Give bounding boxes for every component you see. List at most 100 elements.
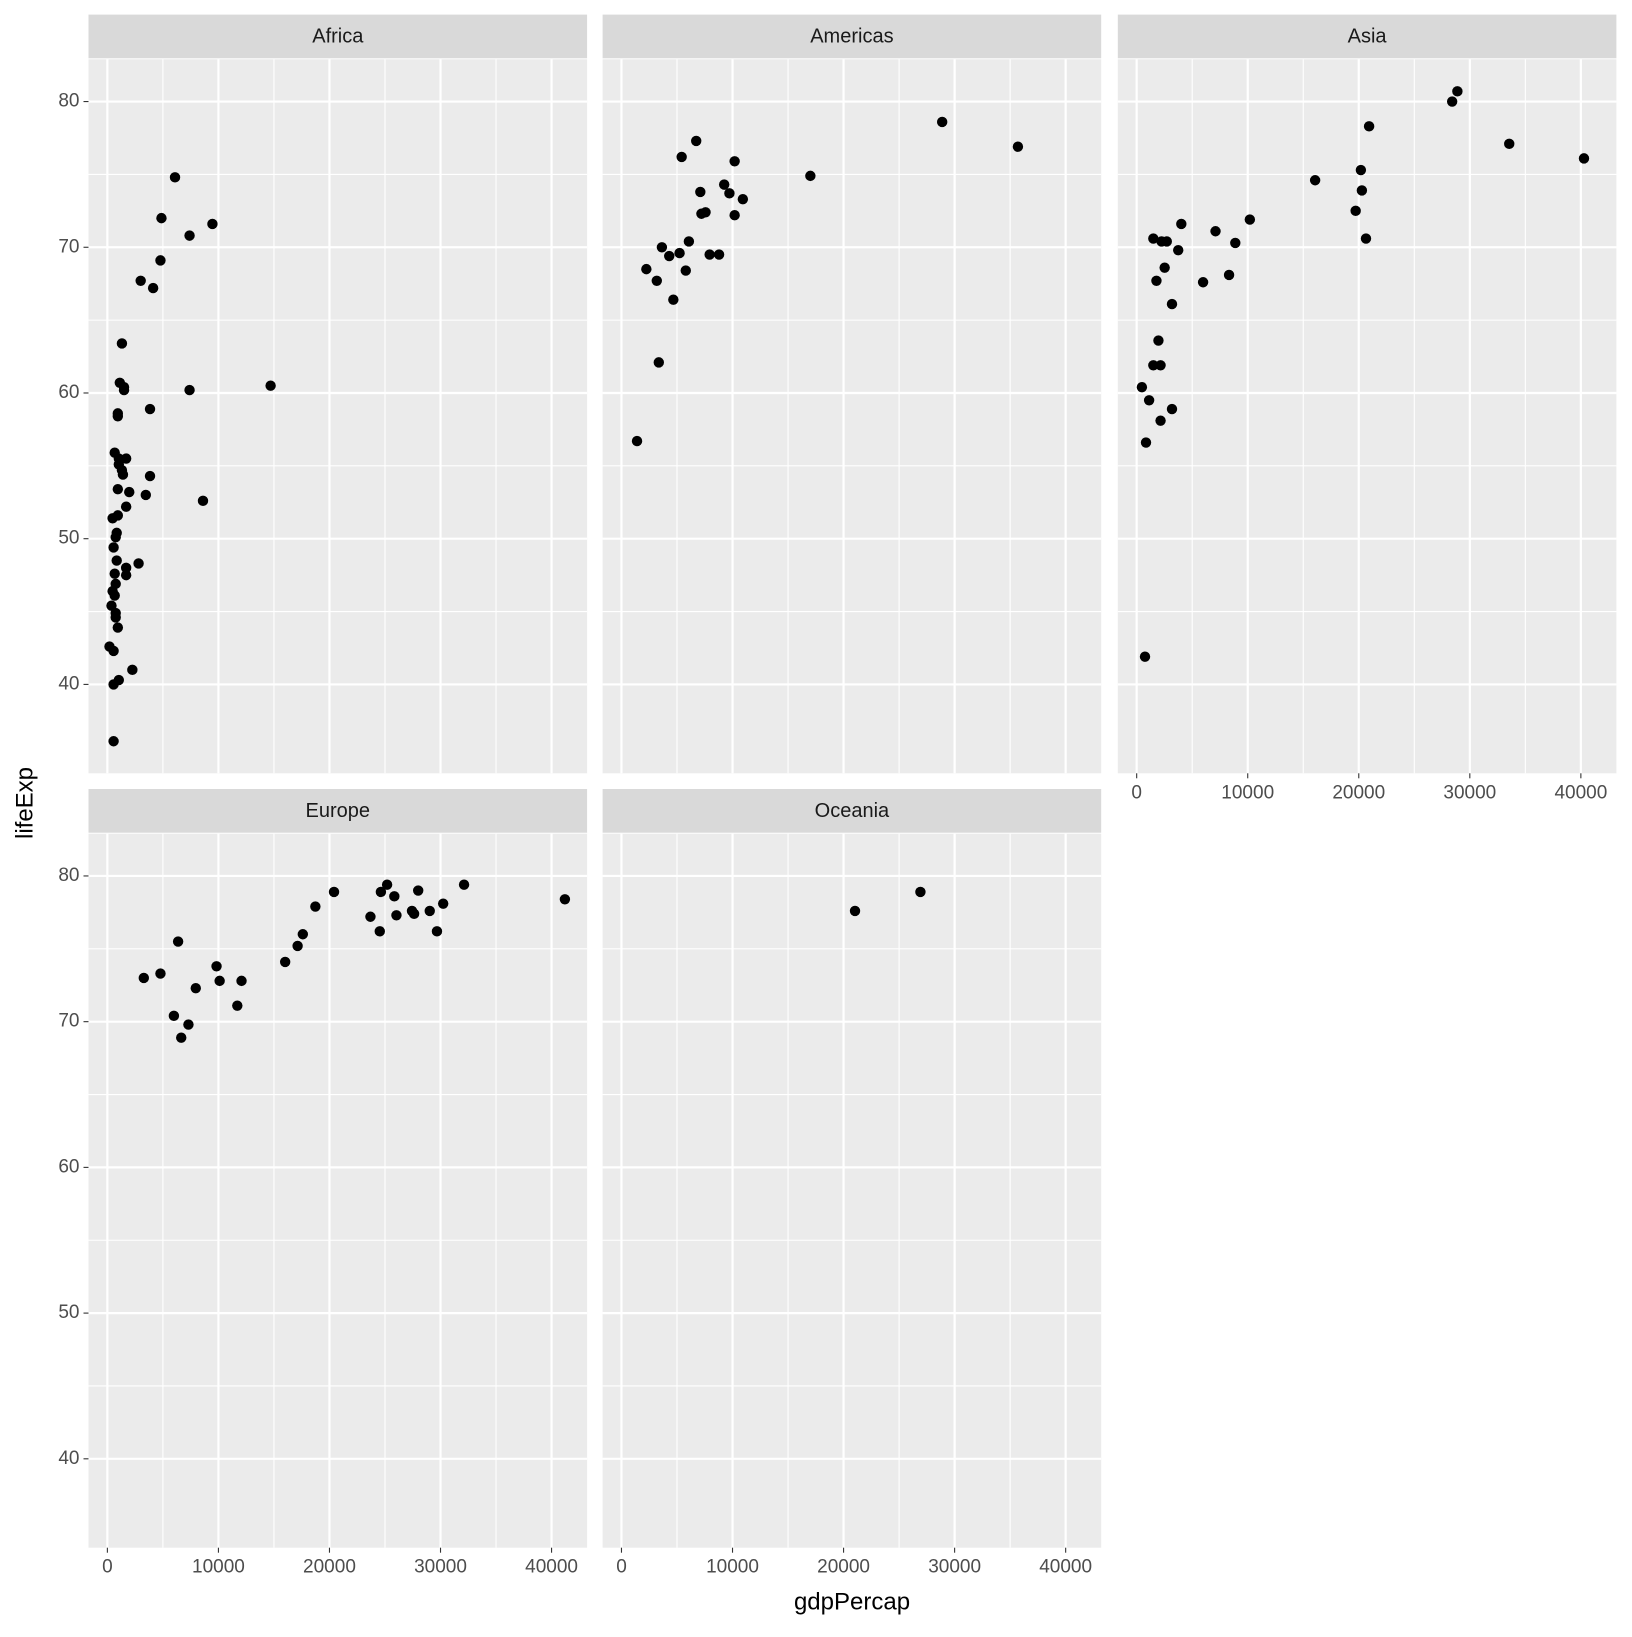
point [412, 885, 424, 896]
point [168, 1010, 180, 1022]
point [391, 910, 402, 921]
point [1363, 121, 1375, 132]
point [691, 135, 702, 147]
point [140, 489, 152, 501]
x-tick-label: 20000 [303, 1557, 356, 1578]
point [1223, 269, 1235, 281]
point [683, 236, 695, 247]
point [389, 891, 400, 902]
point [1504, 138, 1515, 150]
y-tick-label: 80 [58, 91, 79, 112]
point [156, 212, 167, 224]
point [1143, 395, 1155, 406]
y-tick-label: 50 [58, 1302, 79, 1323]
y-tick-label: 60 [58, 382, 79, 403]
point [1452, 86, 1463, 97]
point [135, 275, 146, 286]
x-tick-label: 20000 [1332, 782, 1385, 803]
point [1153, 335, 1164, 346]
point [214, 975, 225, 987]
point [1176, 218, 1187, 230]
point [676, 151, 687, 163]
point [1244, 214, 1256, 225]
x-tick-label: 10000 [192, 1557, 245, 1578]
point [365, 911, 376, 922]
point [664, 250, 675, 262]
x-tick-label: 10000 [706, 1557, 759, 1578]
point [915, 886, 926, 898]
point [381, 879, 393, 890]
point [1159, 262, 1170, 273]
point [112, 622, 124, 633]
point [1578, 153, 1590, 164]
point [1173, 244, 1184, 256]
point [118, 384, 130, 396]
strip-label: Africa [312, 26, 364, 48]
point [108, 679, 119, 690]
point [805, 170, 816, 182]
point [1197, 277, 1209, 288]
point [120, 501, 132, 512]
y-axis-title: lifeExp [11, 767, 38, 839]
point [1155, 415, 1166, 426]
point [112, 483, 124, 495]
point [108, 736, 119, 747]
point [236, 975, 247, 987]
point [1230, 237, 1241, 249]
point [116, 338, 128, 349]
point [120, 562, 132, 574]
panel-background [88, 833, 588, 1548]
point [653, 357, 664, 368]
point [668, 294, 679, 305]
point [680, 265, 691, 276]
x-tick-label: 30000 [1443, 782, 1496, 803]
point [1210, 226, 1221, 237]
point [1161, 236, 1172, 247]
point [117, 469, 129, 480]
point [144, 403, 156, 415]
point [211, 961, 222, 972]
point [431, 926, 443, 937]
strip [1117, 14, 1617, 59]
point [656, 242, 668, 253]
x-tick-label: 40000 [1554, 782, 1607, 803]
point [1155, 360, 1166, 371]
point [695, 186, 706, 198]
point [1139, 651, 1151, 662]
point [704, 249, 715, 260]
x-tick-label: 40000 [1039, 1557, 1092, 1578]
point [700, 207, 711, 218]
point [172, 936, 184, 947]
y-tick-label: 80 [58, 865, 79, 886]
strip [88, 789, 588, 833]
point [1360, 233, 1372, 244]
point [674, 247, 685, 259]
point [1012, 141, 1024, 152]
point [641, 263, 652, 275]
y-tick-label: 40 [58, 1448, 79, 1469]
point [408, 908, 420, 920]
point [729, 210, 740, 221]
strip [88, 14, 588, 59]
point [120, 453, 132, 464]
point [108, 542, 119, 553]
x-tick-label: 0 [1131, 782, 1142, 803]
point [936, 116, 948, 128]
x-tick-label: 20000 [817, 1557, 870, 1578]
point [147, 282, 159, 294]
point [138, 972, 150, 984]
x-axis-title: gdpPercap [794, 1588, 910, 1615]
point [297, 929, 309, 940]
point [1148, 233, 1159, 244]
point [127, 664, 138, 676]
point [724, 188, 735, 199]
point [1350, 205, 1361, 217]
point [184, 230, 195, 241]
point [1136, 381, 1148, 393]
x-tick-label: 10000 [1221, 782, 1274, 803]
point [169, 172, 181, 183]
point [155, 968, 166, 979]
strip [602, 14, 1102, 59]
panel-background [602, 833, 1102, 1548]
